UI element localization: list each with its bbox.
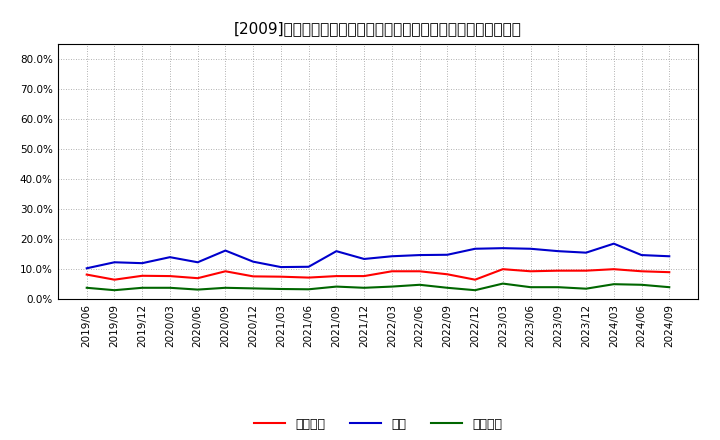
買入債務: [332, 284, 341, 289]
売上債権: [194, 275, 202, 281]
買入債務: [387, 284, 396, 289]
在庫: [665, 253, 674, 259]
売上債権: [276, 274, 285, 279]
売上債権: [138, 273, 147, 279]
在庫: [249, 259, 258, 264]
買入債務: [415, 282, 424, 287]
Title: [2009]　売上債権、在庫、買入債務の総資産に対する比率の推移: [2009] 売上債権、在庫、買入債務の総資産に対する比率の推移: [234, 21, 522, 36]
売上債権: [305, 275, 313, 280]
買入債務: [554, 285, 562, 290]
在庫: [110, 260, 119, 265]
売上債権: [110, 277, 119, 282]
在庫: [415, 253, 424, 258]
在庫: [360, 257, 369, 262]
買入債務: [498, 281, 507, 286]
在庫: [526, 246, 535, 251]
在庫: [387, 253, 396, 259]
買入債務: [194, 287, 202, 292]
売上債権: [443, 271, 451, 277]
在庫: [221, 248, 230, 253]
在庫: [471, 246, 480, 251]
売上債権: [526, 269, 535, 274]
在庫: [609, 241, 618, 246]
売上債権: [360, 273, 369, 279]
在庫: [138, 260, 147, 266]
売上債権: [166, 273, 174, 279]
売上債権: [609, 267, 618, 272]
在庫: [554, 249, 562, 254]
在庫: [194, 260, 202, 265]
在庫: [305, 264, 313, 269]
在庫: [276, 264, 285, 270]
Line: 売上債権: 売上債権: [86, 269, 670, 280]
Legend: 売上債権, 在庫, 買入債務: 売上債権, 在庫, 買入債務: [248, 413, 508, 436]
買入債務: [82, 285, 91, 290]
買入債務: [582, 286, 590, 291]
在庫: [498, 246, 507, 251]
買入債務: [138, 285, 147, 290]
Line: 買入債務: 買入債務: [86, 284, 670, 290]
買入債務: [276, 286, 285, 292]
Line: 在庫: 在庫: [86, 244, 670, 268]
売上債権: [249, 274, 258, 279]
買入債務: [609, 282, 618, 287]
売上債権: [387, 269, 396, 274]
買入債務: [221, 285, 230, 290]
買入債務: [249, 286, 258, 291]
買入債務: [471, 288, 480, 293]
売上債権: [665, 270, 674, 275]
買入債務: [443, 285, 451, 290]
売上債権: [554, 268, 562, 273]
売上債権: [498, 267, 507, 272]
買入債務: [665, 285, 674, 290]
買入債務: [526, 285, 535, 290]
在庫: [82, 266, 91, 271]
売上債権: [82, 272, 91, 277]
売上債権: [332, 273, 341, 279]
買入債務: [166, 285, 174, 290]
在庫: [637, 253, 646, 258]
在庫: [582, 250, 590, 255]
買入債務: [360, 285, 369, 290]
売上債権: [415, 269, 424, 274]
売上債権: [471, 277, 480, 282]
売上債権: [637, 269, 646, 274]
売上債権: [582, 268, 590, 273]
在庫: [443, 252, 451, 257]
買入債務: [305, 286, 313, 292]
売上債権: [221, 269, 230, 274]
在庫: [166, 254, 174, 260]
買入債務: [637, 282, 646, 287]
買入債務: [110, 288, 119, 293]
在庫: [332, 249, 341, 254]
